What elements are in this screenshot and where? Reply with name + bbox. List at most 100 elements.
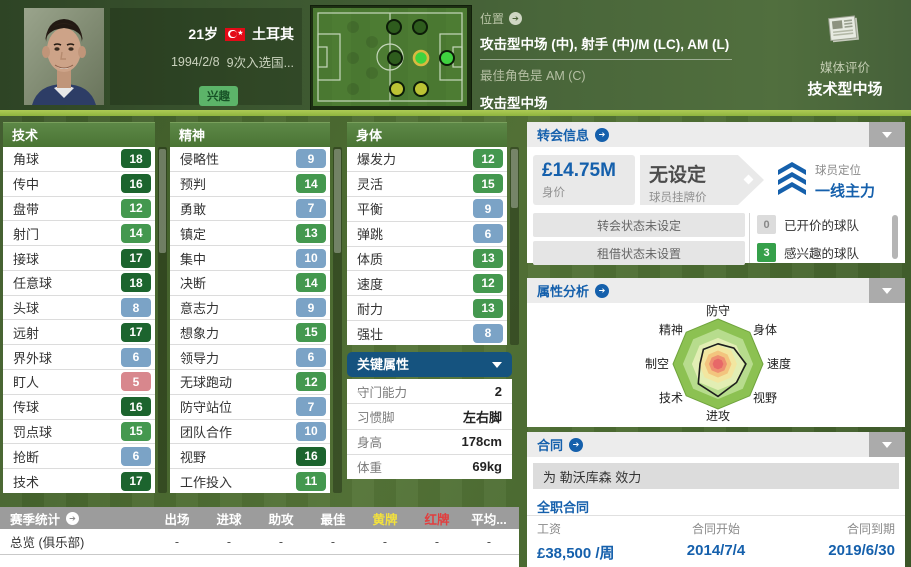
- chevron-down-icon: [882, 131, 892, 138]
- contract-header[interactable]: 合同 ➔: [527, 432, 905, 457]
- pitch-position-dot-dark: [386, 19, 402, 35]
- attribute-label: 技术: [13, 474, 40, 490]
- key-attr-label: 体重: [357, 461, 383, 476]
- radar-player-polygon: [697, 342, 747, 398]
- chevron-down-icon: [882, 287, 892, 294]
- stats-link-arrow-icon[interactable]: ➔: [66, 511, 80, 525]
- stats-cell: -: [382, 534, 388, 549]
- attribute-row: 爆发力 12: [347, 147, 507, 172]
- attribute-value-badge: 6: [121, 446, 151, 466]
- position-link-arrow-icon[interactable]: ➔: [509, 12, 523, 25]
- attribute-row: 防守站位 7: [170, 395, 330, 420]
- loan-status-button[interactable]: 租借状态未设置: [533, 241, 745, 265]
- attribute-value-badge: 11: [296, 471, 326, 491]
- attribute-row: 体质 13: [347, 247, 507, 272]
- season-stats-title[interactable]: 赛季统计 ➔: [0, 509, 151, 528]
- interest-badge[interactable]: 兴趣: [199, 86, 238, 106]
- attribute-value-badge: 15: [473, 174, 503, 194]
- attribute-label: 领导力: [180, 350, 220, 366]
- stats-col-header: 红牌: [424, 512, 450, 527]
- attribute-label: 预判: [180, 177, 207, 193]
- physical-scrollbar[interactable]: [510, 147, 519, 345]
- attribute-label: 盘带: [13, 201, 40, 217]
- season-stats-header: 赛季统计 ➔ 出场 进球 助攻 最佳 黄牌 红牌 平均...: [0, 507, 519, 529]
- wage-label: 工资: [537, 522, 562, 536]
- technical-scrollbar[interactable]: [158, 147, 167, 493]
- interested-row[interactable]: 3 感兴趣的球队: [757, 243, 859, 262]
- birth-date: 1994/2/8: [170, 54, 220, 69]
- attribute-value-badge: 9: [296, 149, 326, 169]
- attribute-label: 镇定: [180, 226, 207, 242]
- transfer-divider: [749, 213, 750, 263]
- analysis-collapse-button[interactable]: [869, 278, 905, 303]
- pitch-faint-dot: [366, 67, 378, 79]
- transfer-info-header[interactable]: 转会信息 ➔: [527, 122, 905, 147]
- attribute-label: 速度: [357, 276, 384, 292]
- offers-scrollbar[interactable]: [892, 215, 898, 259]
- analysis-link-arrow-icon[interactable]: ➔: [595, 283, 610, 298]
- attribute-row: 接球 17: [3, 246, 155, 271]
- attribute-analysis-header[interactable]: 属性分析 ➔: [527, 278, 905, 303]
- attribute-analysis-title: 属性分析: [537, 284, 590, 299]
- attribute-label: 传球: [13, 400, 40, 416]
- attribute-label: 无球跑动: [180, 375, 233, 391]
- attribute-row: 预判 14: [170, 172, 330, 197]
- attribute-label: 罚点球: [13, 424, 53, 440]
- player-photo: [24, 8, 104, 105]
- transfer-collapse-button[interactable]: [869, 122, 905, 147]
- attribute-label: 平衡: [357, 202, 384, 218]
- attribute-label: 弹跳: [357, 227, 384, 243]
- offers-row[interactable]: 0 已开价的球队: [757, 215, 859, 234]
- key-attr-value: 左右脚: [462, 409, 502, 425]
- key-attr-label: 守门能力: [357, 385, 408, 400]
- contract-type: 全职合同: [537, 500, 590, 515]
- contract-panel: 为 勒沃库森 效力 全职合同 工资 合同开始 合同到期 £38,500 /周 2…: [527, 457, 905, 567]
- attribute-row: 无球跑动 12: [170, 370, 330, 395]
- contract-expiry-label: 合同到期: [846, 522, 895, 536]
- stats-cell: -: [174, 534, 180, 549]
- transfer-info-title: 转会信息: [537, 128, 590, 143]
- stats-overview-row[interactable]: 总览 (俱乐部) - - - - - - -: [0, 529, 519, 555]
- stats-cell: -: [330, 534, 336, 549]
- attribute-label: 任意球: [13, 276, 53, 292]
- best-role-prefix: 最佳角色是: [480, 69, 543, 83]
- asking-price-tag: 无设定 球员挂牌价: [640, 155, 764, 205]
- contract-start-value: 2014/7/4: [686, 542, 746, 559]
- age-nationality-row: 21岁 ★ 土耳其: [188, 24, 294, 44]
- mental-scrollbar[interactable]: [333, 147, 342, 493]
- attribute-row: 技术 17: [3, 469, 155, 493]
- attribute-value-badge: 6: [121, 347, 151, 367]
- attribute-label: 灵活: [357, 177, 384, 193]
- attribute-value-badge: 16: [296, 446, 326, 466]
- key-attr-row: 体重 69kg: [347, 455, 512, 479]
- key-attributes-panel: 守门能力 2 习惯脚 左右脚 身高 178cm 体重 69kg: [347, 379, 512, 479]
- key-attributes-dropdown[interactable]: 关键属性: [347, 352, 512, 377]
- attribute-row: 工作投入 11: [170, 469, 330, 493]
- attribute-value-badge: 14: [296, 273, 326, 293]
- stats-col-header: 平均...: [471, 512, 507, 527]
- transfer-status-button[interactable]: 转会状态未设定: [533, 213, 745, 237]
- contract-link-arrow-icon[interactable]: ➔: [569, 437, 584, 452]
- transfer-link-arrow-icon[interactable]: ➔: [595, 127, 610, 142]
- attribute-value-badge: 12: [473, 273, 503, 293]
- position-pitch-map[interactable]: [310, 5, 472, 111]
- positions-line: 攻击型中场 (中), 射手 (中)/M (LC), AM (L): [480, 37, 730, 52]
- attribute-value-badge: 8: [473, 323, 503, 343]
- player-bio-panel: 21岁 ★ 土耳其 1994/2/8 9次入选国... 兴趣: [110, 8, 302, 106]
- contract-divider: [527, 515, 905, 516]
- attribute-row: 侵略性 9: [170, 147, 330, 172]
- attribute-row: 盘带 12: [3, 197, 155, 222]
- attribute-label: 工作投入: [180, 474, 233, 490]
- attribute-row: 平衡 9: [347, 197, 507, 222]
- attribute-label: 耐力: [357, 301, 384, 317]
- attribute-value-badge: 18: [121, 149, 151, 169]
- contract-expiry-value: 2019/6/30: [828, 542, 895, 559]
- pitch-faint-dot: [347, 83, 359, 95]
- contract-collapse-button[interactable]: [869, 432, 905, 457]
- attribute-label: 体质: [357, 251, 384, 267]
- position-label-row: 位置 ➔: [480, 10, 810, 27]
- contract-club-line: 为 勒沃库森 效力: [533, 463, 899, 489]
- stats-col-header: 助攻: [268, 512, 294, 527]
- attribute-row: 勇敢 7: [170, 197, 330, 222]
